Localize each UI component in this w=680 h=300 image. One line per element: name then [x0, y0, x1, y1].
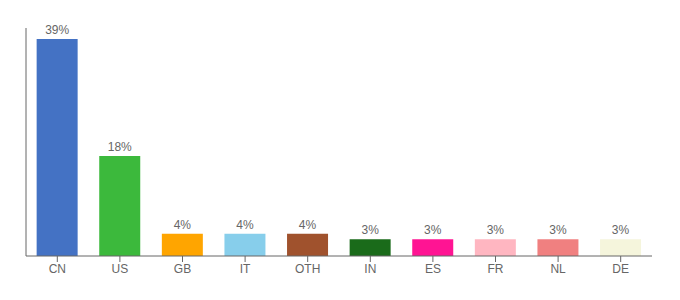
svg-text:3%: 3% [487, 223, 505, 237]
svg-text:GB: GB [174, 262, 191, 276]
svg-text:4%: 4% [299, 218, 317, 232]
svg-text:3%: 3% [361, 223, 379, 237]
svg-text:3%: 3% [612, 223, 630, 237]
svg-text:IT: IT [240, 262, 251, 276]
svg-text:3%: 3% [549, 223, 567, 237]
svg-text:3%: 3% [424, 223, 442, 237]
svg-text:DE: DE [612, 262, 629, 276]
svg-text:ES: ES [425, 262, 441, 276]
svg-text:39%: 39% [45, 23, 69, 37]
svg-text:IN: IN [364, 262, 376, 276]
svg-text:CN: CN [49, 262, 66, 276]
svg-text:FR: FR [488, 262, 504, 276]
svg-text:4%: 4% [174, 218, 192, 232]
svg-text:4%: 4% [236, 218, 254, 232]
svg-text:18%: 18% [108, 140, 132, 154]
svg-text:US: US [112, 262, 129, 276]
svg-text:NL: NL [550, 262, 566, 276]
svg-text:OTH: OTH [295, 262, 320, 276]
